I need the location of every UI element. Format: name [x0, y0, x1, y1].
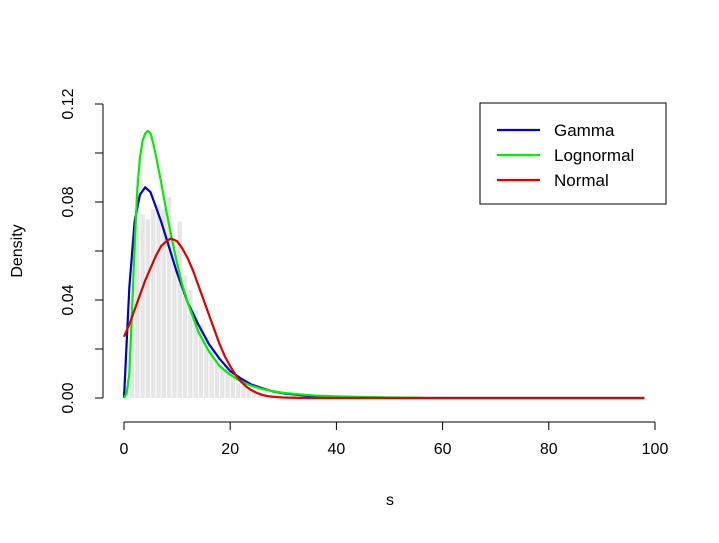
x-ticks: 0 20 40 60 80 100	[120, 422, 669, 458]
histogram-bar	[151, 209, 156, 398]
histogram-bar	[257, 393, 262, 398]
legend-label-gamma: Gamma	[554, 121, 615, 140]
histogram-bar	[204, 336, 209, 398]
histogram-bar	[225, 373, 230, 398]
histogram-bar	[145, 219, 151, 398]
x-tick-label: 100	[642, 441, 669, 458]
x-tick-label: 60	[434, 441, 452, 458]
y-axis-title: Density	[9, 224, 26, 277]
y-tick-label: 0.00	[60, 382, 77, 413]
series-line-normal	[122, 237, 645, 400]
x-tick-label: 40	[328, 441, 346, 458]
y-ticks: 0.00 0.04 0.08 0.12	[60, 88, 103, 414]
histogram-bar	[198, 324, 204, 398]
series-line-lognormal	[123, 129, 422, 399]
legend-label-lognormal: Lognormal	[554, 146, 634, 165]
x-tick-label: 80	[540, 441, 558, 458]
histogram-bar	[246, 388, 251, 398]
histogram-bar	[177, 221, 182, 398]
y-tick-label: 0.04	[60, 284, 77, 315]
histogram-bar	[129, 312, 135, 398]
legend: Gamma Lognormal Normal	[479, 102, 667, 205]
histogram-bar	[230, 378, 236, 398]
legend-items: Gamma Lognormal Normal	[497, 121, 634, 190]
y-tick-label: 0.12	[60, 88, 77, 119]
histogram-bar	[214, 358, 220, 398]
y-tick-label: 0.08	[60, 186, 77, 217]
histogram-bar	[166, 197, 172, 398]
legend-box	[479, 102, 667, 205]
histogram-bar	[135, 226, 140, 398]
legend-label-normal: Normal	[554, 171, 609, 190]
histogram-bar	[140, 214, 145, 398]
histogram-bar	[251, 390, 257, 398]
axes: 0 20 40 60 80 100 0.00 0.04 0.08 0.12 s Density	[9, 88, 668, 509]
histogram-bar	[209, 349, 214, 398]
x-tick-label: 20	[221, 441, 239, 458]
histogram-bar	[172, 241, 177, 398]
histogram-bar	[182, 275, 188, 398]
x-tick-label: 0	[120, 441, 129, 458]
histogram-bar	[188, 290, 193, 398]
histogram-bar	[220, 366, 225, 398]
density-curves	[122, 129, 645, 400]
histogram	[124, 197, 289, 398]
histogram-bar	[193, 309, 198, 398]
histogram-bar	[236, 383, 241, 398]
x-axis-title: s	[386, 492, 394, 509]
histogram-bar	[161, 209, 166, 398]
histogram-bar	[241, 385, 246, 398]
histogram-bar	[156, 204, 161, 398]
